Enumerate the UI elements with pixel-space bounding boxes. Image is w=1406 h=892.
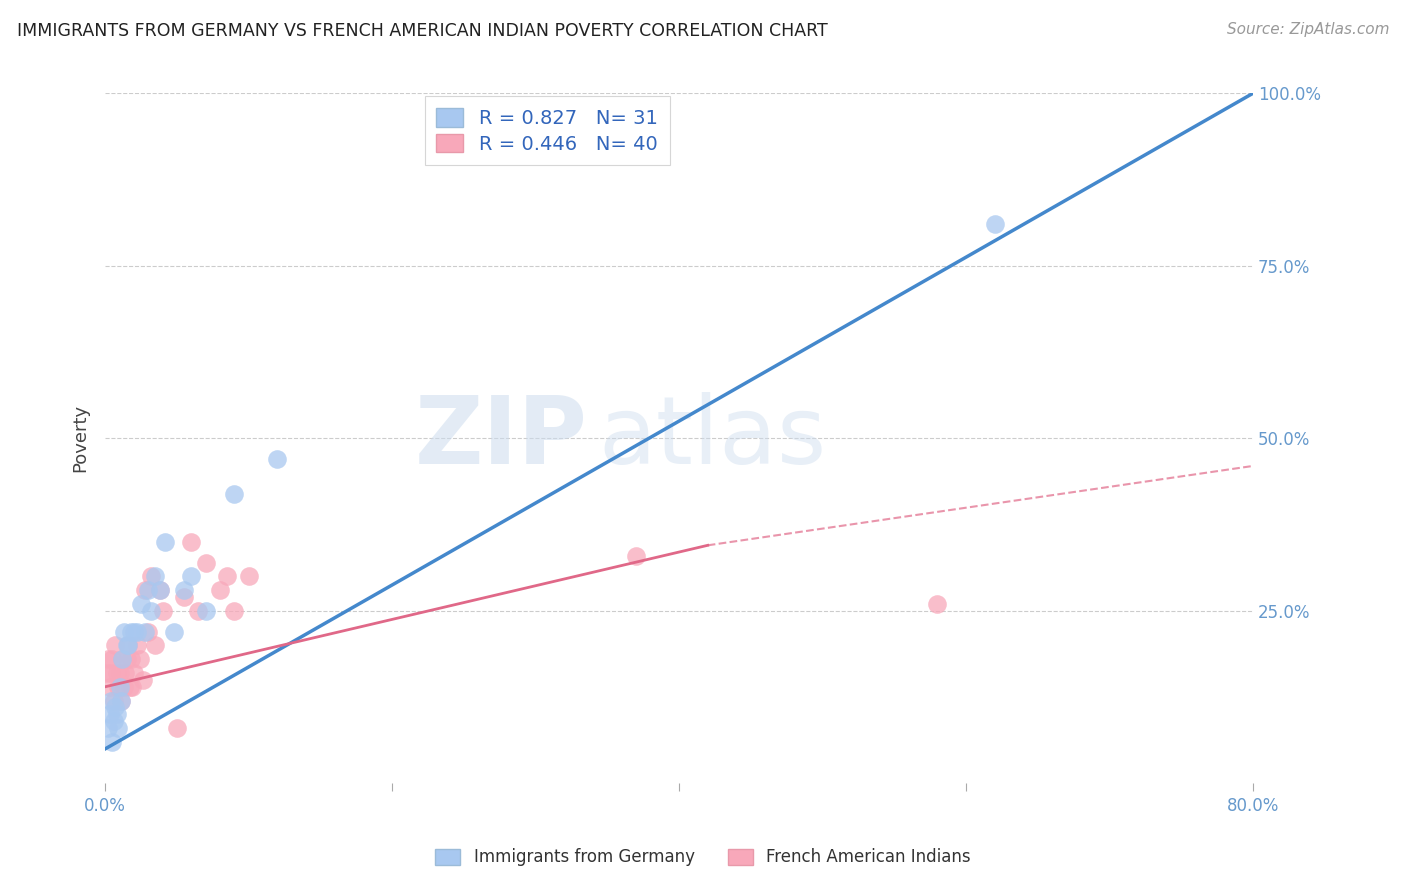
- Point: [101, 735, 124, 749]
- Point: [120, 624, 142, 639]
- Point: [125, 639, 148, 653]
- Point: [115, 639, 138, 653]
- Point: [97, 721, 120, 735]
- Point: [98, 680, 121, 694]
- Y-axis label: Poverty: Poverty: [72, 404, 89, 473]
- Point: [97, 652, 120, 666]
- Point: [149, 583, 172, 598]
- Point: [104, 700, 127, 714]
- Point: [624, 549, 647, 563]
- Point: [217, 569, 239, 583]
- Point: [152, 604, 174, 618]
- Point: [111, 652, 134, 666]
- Point: [136, 624, 159, 639]
- Point: [166, 721, 188, 735]
- Point: [98, 707, 121, 722]
- Point: [136, 583, 159, 598]
- Point: [96, 665, 118, 680]
- Point: [112, 680, 135, 694]
- Point: [105, 707, 128, 722]
- Point: [194, 556, 217, 570]
- Point: [134, 583, 156, 598]
- Point: [108, 665, 131, 680]
- Legend: Immigrants from Germany, French American Indians: Immigrants from Germany, French American…: [427, 840, 979, 875]
- Point: [129, 597, 152, 611]
- Point: [120, 652, 142, 666]
- Point: [110, 693, 132, 707]
- Point: [155, 534, 177, 549]
- Point: [100, 665, 122, 680]
- Text: ZIP: ZIP: [415, 392, 588, 484]
- Point: [139, 569, 162, 583]
- Point: [114, 665, 136, 680]
- Point: [121, 680, 143, 694]
- Point: [104, 639, 127, 653]
- Point: [103, 714, 125, 729]
- Point: [110, 693, 132, 707]
- Text: IMMIGRANTS FROM GERMANY VS FRENCH AMERICAN INDIAN POVERTY CORRELATION CHART: IMMIGRANTS FROM GERMANY VS FRENCH AMERIC…: [17, 22, 828, 40]
- Point: [173, 590, 195, 604]
- Point: [101, 652, 124, 666]
- Point: [145, 569, 167, 583]
- Point: [122, 665, 145, 680]
- Point: [145, 639, 167, 653]
- Point: [112, 624, 135, 639]
- Point: [180, 569, 202, 583]
- Point: [149, 583, 172, 598]
- Point: [111, 652, 134, 666]
- Point: [180, 534, 202, 549]
- Point: [134, 624, 156, 639]
- Point: [118, 680, 141, 694]
- Point: [224, 604, 246, 618]
- Point: [194, 604, 217, 618]
- Legend: R = 0.827   N= 31, R = 0.446   N= 40: R = 0.827 N= 31, R = 0.446 N= 40: [425, 96, 669, 165]
- Point: [105, 665, 128, 680]
- Point: [115, 652, 138, 666]
- Point: [107, 721, 129, 735]
- Point: [238, 569, 260, 583]
- Point: [117, 639, 139, 653]
- Point: [108, 680, 131, 694]
- Point: [173, 583, 195, 598]
- Point: [125, 624, 148, 639]
- Point: [224, 486, 246, 500]
- Point: [927, 597, 949, 611]
- Text: Source: ZipAtlas.com: Source: ZipAtlas.com: [1226, 22, 1389, 37]
- Point: [131, 673, 153, 687]
- Point: [107, 680, 129, 694]
- Point: [187, 604, 209, 618]
- Point: [266, 452, 288, 467]
- Point: [208, 583, 231, 598]
- Point: [983, 218, 1005, 232]
- Point: [122, 624, 145, 639]
- Point: [163, 624, 186, 639]
- Point: [139, 604, 162, 618]
- Point: [103, 693, 125, 707]
- Point: [100, 693, 122, 707]
- Point: [128, 652, 150, 666]
- Text: atlas: atlas: [599, 392, 827, 484]
- Point: [117, 639, 139, 653]
